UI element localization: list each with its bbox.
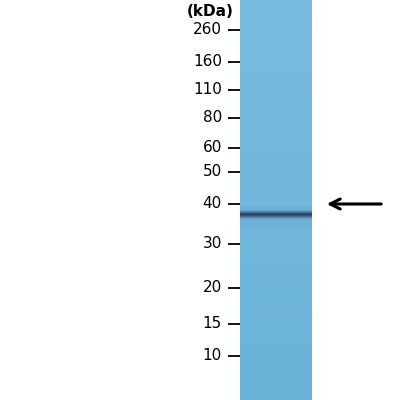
Text: 260: 260 <box>193 22 222 38</box>
Text: 50: 50 <box>203 164 222 180</box>
Text: 40: 40 <box>203 196 222 212</box>
Text: 30: 30 <box>203 236 222 252</box>
Text: 80: 80 <box>203 110 222 126</box>
Text: 15: 15 <box>203 316 222 332</box>
Text: (kDa): (kDa) <box>187 4 234 20</box>
Text: 10: 10 <box>203 348 222 364</box>
Text: 20: 20 <box>203 280 222 296</box>
Text: 160: 160 <box>193 54 222 70</box>
Text: 60: 60 <box>203 140 222 156</box>
Text: 110: 110 <box>193 82 222 98</box>
